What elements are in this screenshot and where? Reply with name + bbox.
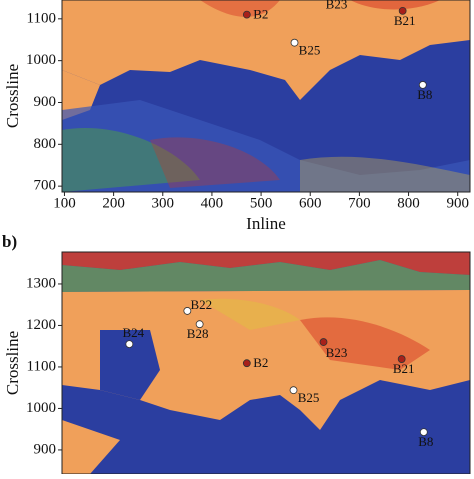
x-tick-label: 400 xyxy=(201,195,224,211)
well-marker xyxy=(290,38,299,47)
y-tick-label: 900 xyxy=(34,94,57,110)
well-label: B22 xyxy=(191,297,213,312)
well-label: B21 xyxy=(393,361,415,376)
well-label: B21 xyxy=(394,13,416,28)
well-marker xyxy=(397,355,406,363)
y-tick-label: 1000 xyxy=(26,52,56,68)
map-a xyxy=(62,0,470,192)
x-tick-label: 500 xyxy=(250,195,273,211)
well-label: B23 xyxy=(326,0,348,12)
well-label: B25 xyxy=(298,390,320,405)
y-axis-label: Crossline xyxy=(3,64,22,128)
y-tick-label: 1100 xyxy=(27,10,56,26)
well-marker xyxy=(242,10,251,19)
map-b xyxy=(62,252,470,474)
y-tick-label: 1000 xyxy=(26,400,56,416)
x-tick-label: 700 xyxy=(348,195,371,211)
y-tick-label: 1100 xyxy=(27,358,56,374)
well-marker xyxy=(242,359,251,368)
well-marker xyxy=(419,428,428,436)
y-tick-label: 900 xyxy=(34,441,57,457)
x-tick-label: 200 xyxy=(102,195,125,211)
x-tick-label: 300 xyxy=(152,195,175,211)
well-marker xyxy=(319,338,328,346)
well-marker xyxy=(289,386,298,395)
well-marker xyxy=(125,340,134,349)
y-tick-label: 1200 xyxy=(26,317,56,333)
x-tick-label: 900 xyxy=(446,195,469,211)
well-label: B28 xyxy=(187,326,209,341)
well-label: B2 xyxy=(253,355,268,370)
well-marker xyxy=(195,320,204,329)
panel-label: b) xyxy=(2,232,17,251)
wells xyxy=(242,6,427,89)
wells xyxy=(125,307,428,436)
frame-a xyxy=(61,0,471,193)
well-marker xyxy=(418,81,427,89)
well-label: B24 xyxy=(123,325,145,340)
well-label: B25 xyxy=(299,43,321,58)
y-axis-label: Crossline xyxy=(3,331,22,395)
x-axis-label: Inline xyxy=(246,214,286,233)
well-marker xyxy=(398,6,407,15)
well-label: B2 xyxy=(253,7,268,22)
x-tick-label: 800 xyxy=(397,195,420,211)
well-label: B8 xyxy=(418,434,433,449)
y-tick-label: 700 xyxy=(34,178,57,194)
y-tick-label: 1300 xyxy=(26,275,56,291)
y-tick-label: 800 xyxy=(34,136,57,152)
x-tick-label: 600 xyxy=(299,195,322,211)
x-tick-label: 100 xyxy=(53,195,76,211)
well-label: B8 xyxy=(417,87,432,102)
well-marker xyxy=(183,307,192,315)
well-label: B23 xyxy=(326,345,348,360)
